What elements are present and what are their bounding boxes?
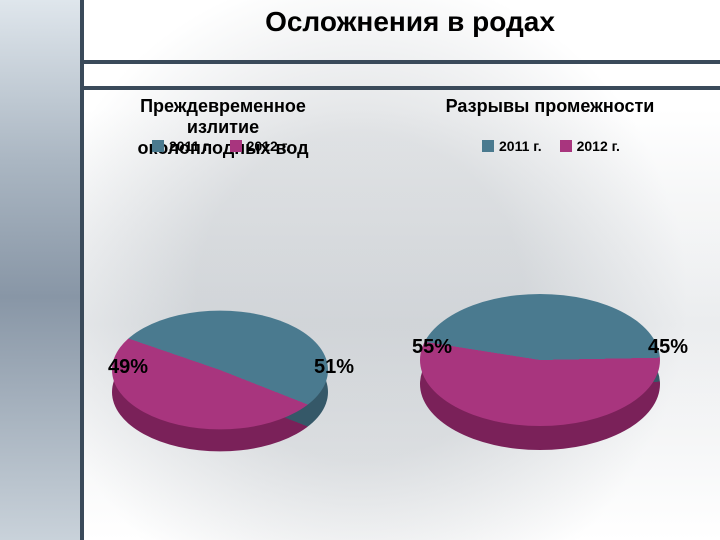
rule-top	[84, 60, 720, 64]
pie-left-label-1: 49%	[108, 356, 148, 379]
pie-right-label-0: 45%	[648, 336, 688, 359]
rule-bottom	[84, 86, 720, 90]
legend-left: 2011 г.2012 г.	[140, 138, 296, 155]
pie-left-label-0: 51%	[314, 356, 354, 379]
pie-right	[420, 240, 660, 480]
pie-right-label-1: 55%	[412, 336, 452, 359]
slide-title: Осложнения в родах	[110, 6, 710, 38]
chart-right-title: Разрывы промежности	[400, 96, 700, 117]
left-image-strip	[0, 0, 80, 540]
legend-right: 2011 г.2012 г.	[470, 138, 626, 155]
